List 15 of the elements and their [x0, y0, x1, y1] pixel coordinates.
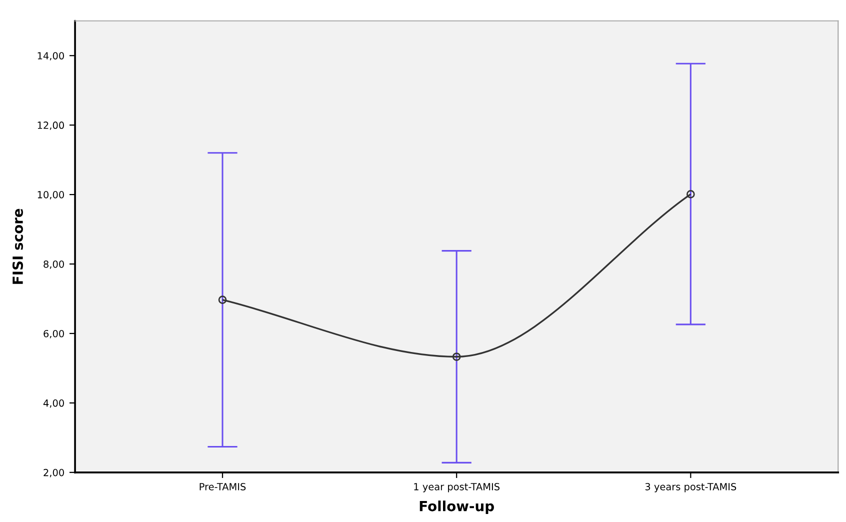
- x-tick-label: Pre-TAMIS: [200, 483, 246, 490]
- y-axis-title: FISI score: [12, 208, 23, 284]
- x-tick-label: 1 year post-TAMIS: [414, 483, 500, 492]
- y-tick-label: 6,00: [44, 330, 64, 338]
- point: [452, 352, 461, 361]
- point: [686, 190, 695, 198]
- point: [218, 296, 227, 304]
- y-tick-label: 10,00: [38, 191, 64, 200]
- y-tick-label: 8,00: [44, 260, 64, 269]
- y-tick-label: 2,00: [44, 468, 64, 478]
- y-tick-label: 14,00: [38, 52, 64, 60]
- y-tick-label: 4,00: [43, 399, 64, 408]
- y-tick-label: 12,00: [38, 122, 64, 130]
- x-tick-label: 3 years post-TAMIS: [645, 483, 736, 492]
- x-axis-title: Follow-up: [420, 500, 494, 514]
